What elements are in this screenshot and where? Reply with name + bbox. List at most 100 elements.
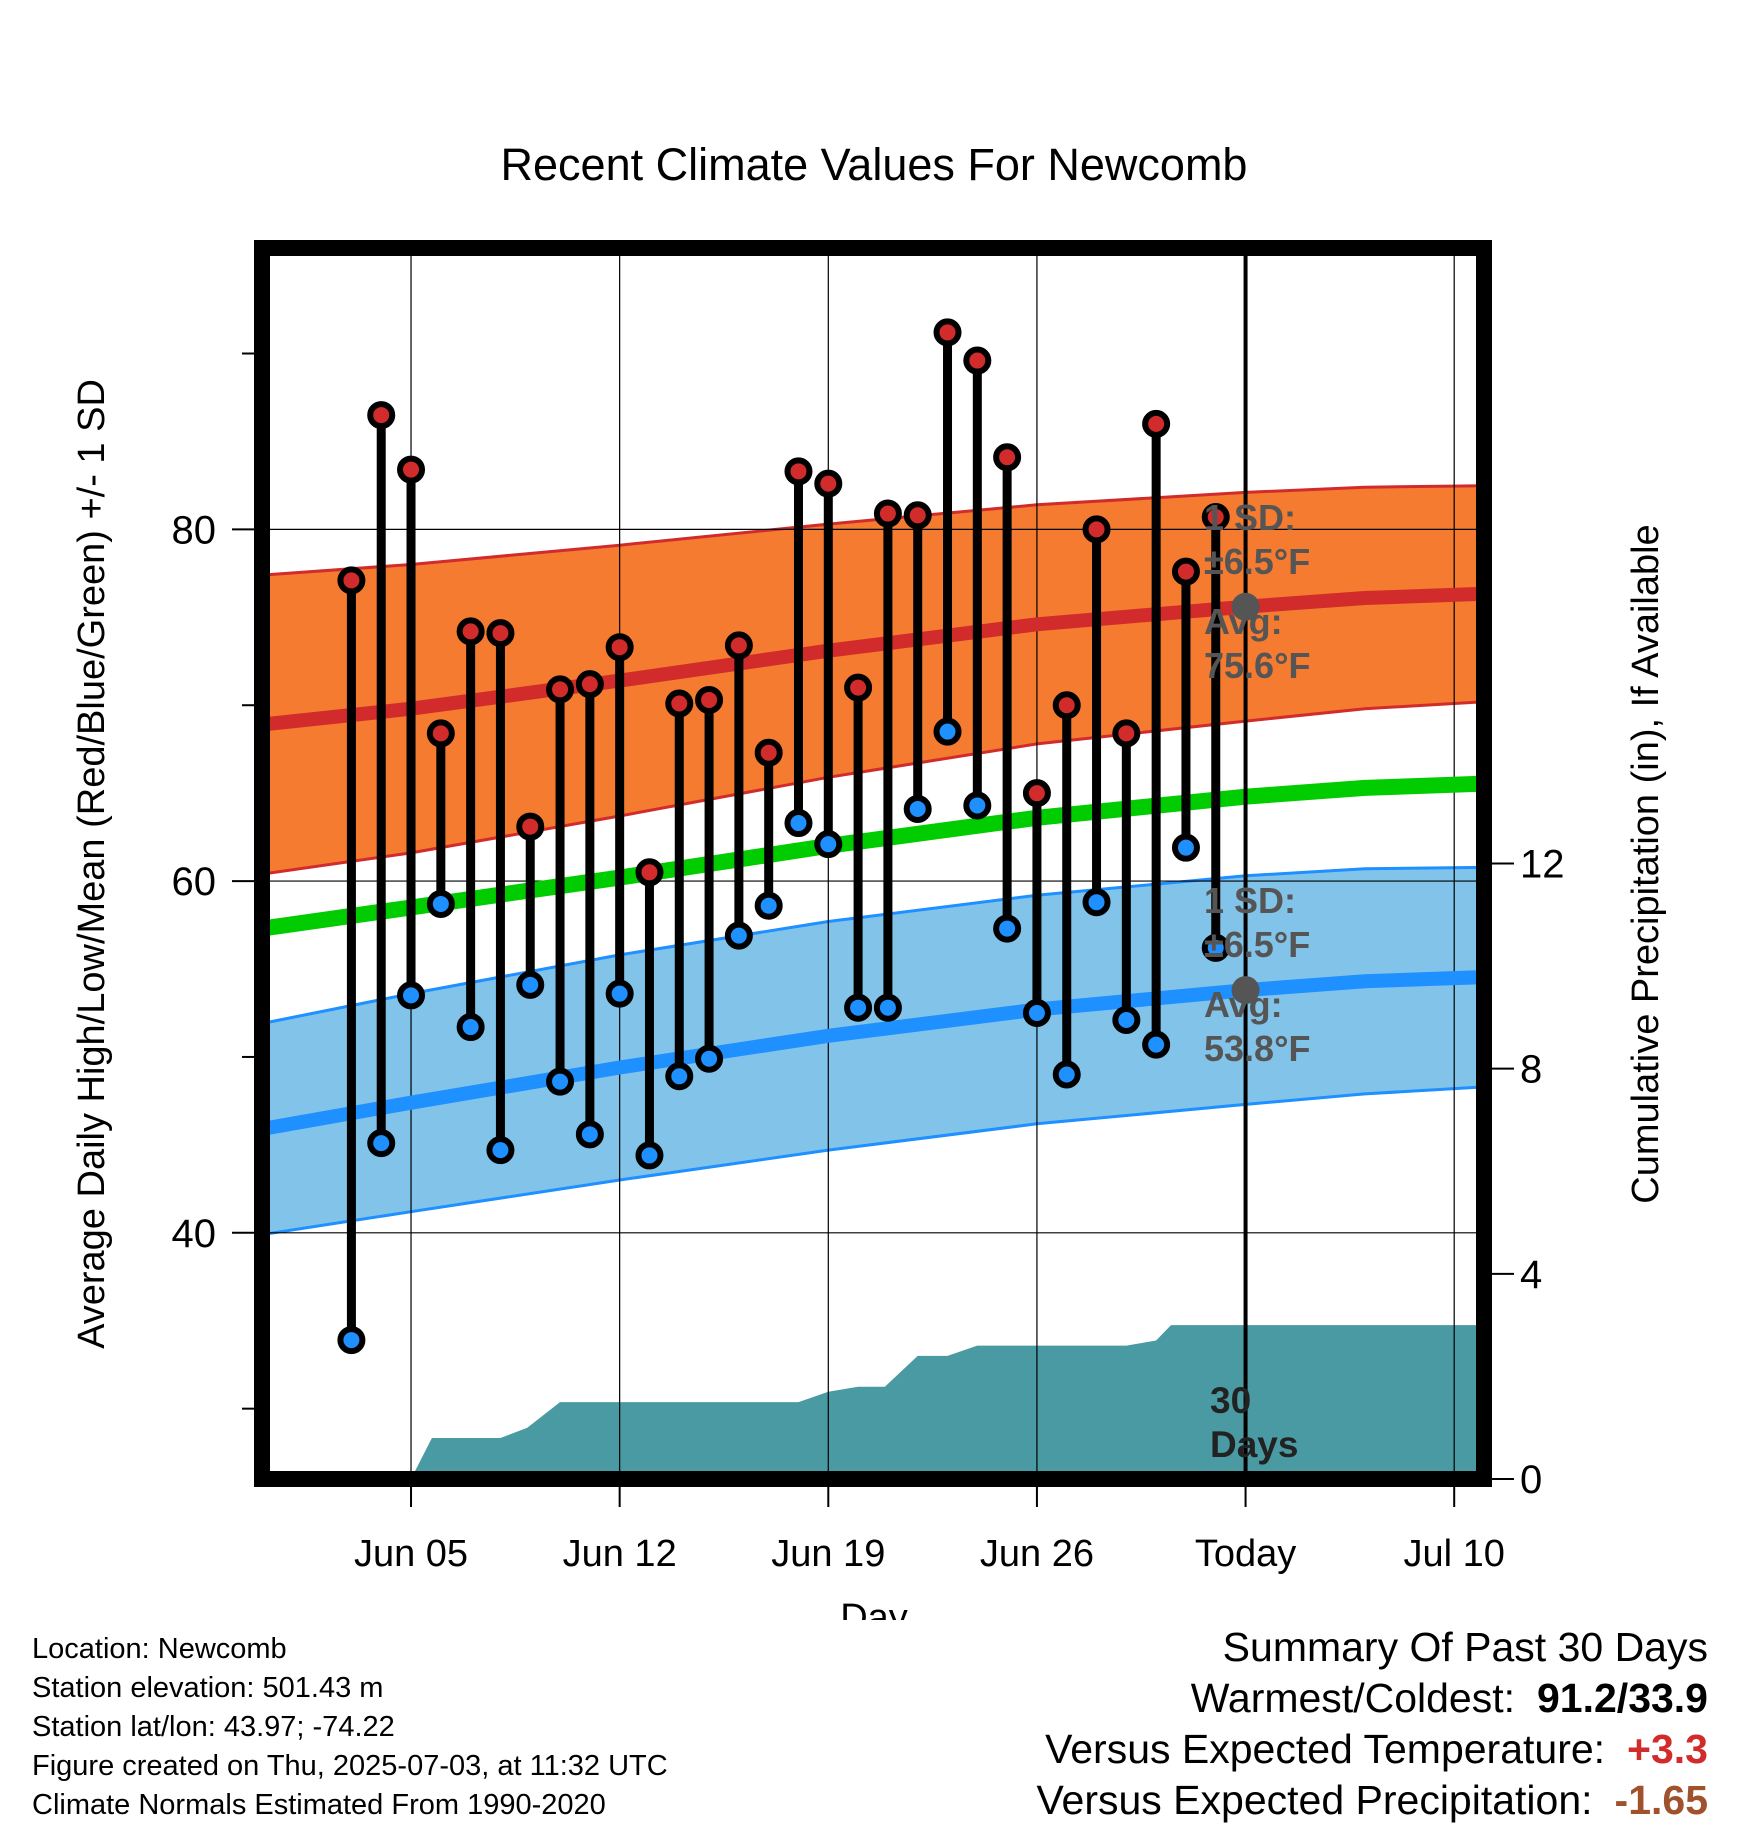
precip-value: -1.65 [1614, 1777, 1708, 1823]
daily-low-point [1112, 1006, 1141, 1035]
daily-high-point [456, 617, 485, 646]
daily-low-point [844, 993, 873, 1022]
y-tick-label: 60 [172, 860, 217, 904]
daily-low-point [724, 921, 753, 950]
daily-high-point [1142, 409, 1171, 438]
daily-low-point [784, 809, 813, 838]
daily-high-point [337, 566, 366, 595]
high-sd-label: 1 SD: [1204, 497, 1296, 538]
daily-high-point [724, 631, 753, 660]
climate-chart: Recent Climate Values For Newcomb 1 SD: … [71, 139, 1667, 1620]
summary-precip-row: Versus Expected Precipitation: -1.65 [1036, 1775, 1708, 1826]
daily-low-point [1142, 1030, 1171, 1059]
window-label-days: Days [1210, 1424, 1298, 1465]
y2-tick-label: 12 [1520, 843, 1565, 887]
precip-label: Versus Expected Precipitation: [1036, 1777, 1593, 1823]
y2-axis-label: Cumulative Precipitation (in), If Availa… [1625, 524, 1667, 1203]
high-normal-line [262, 586, 1484, 732]
x-axis-label: Day [840, 1597, 908, 1620]
daily-low-point [695, 1044, 724, 1073]
low-normal-line [262, 970, 1484, 1136]
daily-high-point [993, 443, 1022, 472]
cumulative-precip-area [366, 1325, 1484, 1479]
chart-title: Recent Climate Values For Newcomb [501, 139, 1248, 190]
daily-high-point [426, 719, 455, 748]
daily-high-point [635, 858, 664, 887]
daily-low-point [516, 970, 545, 999]
daily-high-point [516, 812, 545, 841]
high-avg-value: 75.6°F [1204, 645, 1310, 686]
daily-high-point [1201, 503, 1230, 532]
precipitation-area [366, 1325, 1484, 1479]
low-avg-value: 53.8°F [1204, 1028, 1310, 1069]
today-marker [1231, 248, 1260, 1479]
high-avg-label: Avg: [1204, 601, 1283, 642]
daily-high-point [546, 675, 575, 704]
daily-high-point [963, 346, 992, 375]
summary-temp-row: Versus Expected Temperature: +3.3 [1036, 1724, 1708, 1775]
daily-low-point [575, 1120, 604, 1149]
summary-panel: Summary Of Past 30 Days Warmest/Coldest:… [1036, 1622, 1708, 1826]
daily-low-point [873, 993, 902, 1022]
daily-low-point [933, 717, 962, 746]
daily-high-point [844, 673, 873, 702]
daily-low-point [963, 791, 992, 820]
daily-low-point [635, 1141, 664, 1170]
low-sd-label: 1 SD: [1204, 880, 1296, 921]
daily-high-point [397, 455, 426, 484]
low-avg-label: Avg: [1204, 984, 1283, 1025]
daily-low-point [754, 891, 783, 920]
location-text: Location: Newcomb [32, 1633, 287, 1665]
daily-high-point [784, 457, 813, 486]
daily-high-point [1082, 515, 1111, 544]
high-avg-marker [1231, 592, 1260, 621]
x-tick-label: Jun 19 [771, 1533, 885, 1575]
daily-low-point [903, 794, 932, 823]
daily-low-point [1052, 1060, 1081, 1089]
x-tick-label: Jun 05 [354, 1533, 468, 1575]
window-label-number: 30 [1210, 1380, 1251, 1421]
daily-low-point [426, 889, 455, 918]
daily-low-point [1022, 998, 1051, 1027]
daily-low-point [397, 981, 426, 1010]
y-tick-label: 40 [172, 1212, 217, 1256]
daily-low-point [546, 1067, 575, 1096]
summary-warmest-row: Warmest/Coldest: 91.2/33.9 [1036, 1673, 1708, 1724]
daily-low-point [1201, 933, 1230, 962]
daily-high-point [873, 499, 902, 528]
daily-low-point [337, 1326, 366, 1355]
y-axis-label: Average Daily High/Low/Mean (Red/Blue/Gr… [71, 379, 113, 1349]
daily-high-point [605, 633, 634, 662]
daily-high-point [486, 619, 515, 648]
latlon-text: Station lat/lon: 43.97; -74.22 [32, 1711, 395, 1743]
plot-frame [254, 240, 1492, 1487]
daily-high-point [1052, 691, 1081, 720]
daily-high-point [814, 469, 843, 498]
y2-tick-label: 8 [1520, 1048, 1542, 1092]
low-avg-marker [1231, 976, 1260, 1005]
daily-high-point [695, 685, 724, 714]
warmest-value: 91.2/33.9 [1537, 1675, 1708, 1721]
x-tick-label: Today [1195, 1533, 1296, 1575]
daily-low-point [367, 1129, 396, 1158]
daily-high-point [665, 689, 694, 718]
x-tick-label: Jun 12 [563, 1533, 677, 1575]
y2-tick-label: 4 [1520, 1253, 1542, 1297]
elevation-text: Station elevation: 501.43 m [32, 1672, 384, 1704]
created-text: Figure created on Thu, 2025-07-03, at 11… [32, 1750, 668, 1782]
x-tick-label: Jun 26 [980, 1533, 1094, 1575]
station-info: Location: Newcomb Station elevation: 501… [32, 1630, 668, 1825]
daily-low-point [1082, 888, 1111, 917]
low-sd-band [262, 865, 1484, 1237]
summary-title: Summary Of Past 30 Days [1222, 1624, 1708, 1670]
daily-high-point [754, 738, 783, 767]
daily-low-point [814, 830, 843, 859]
warmest-label: Warmest/Coldest: [1190, 1675, 1515, 1721]
daily-low-point [993, 914, 1022, 943]
normals-text: Climate Normals Estimated From 1990-2020 [32, 1789, 606, 1821]
daily-high-point [367, 401, 396, 430]
y2-tick-label: 0 [1520, 1458, 1542, 1502]
x-tick-label: Jul 10 [1403, 1533, 1504, 1575]
high-sd-value: ±6.5°F [1204, 541, 1310, 582]
temp-label: Versus Expected Temperature: [1045, 1726, 1606, 1772]
